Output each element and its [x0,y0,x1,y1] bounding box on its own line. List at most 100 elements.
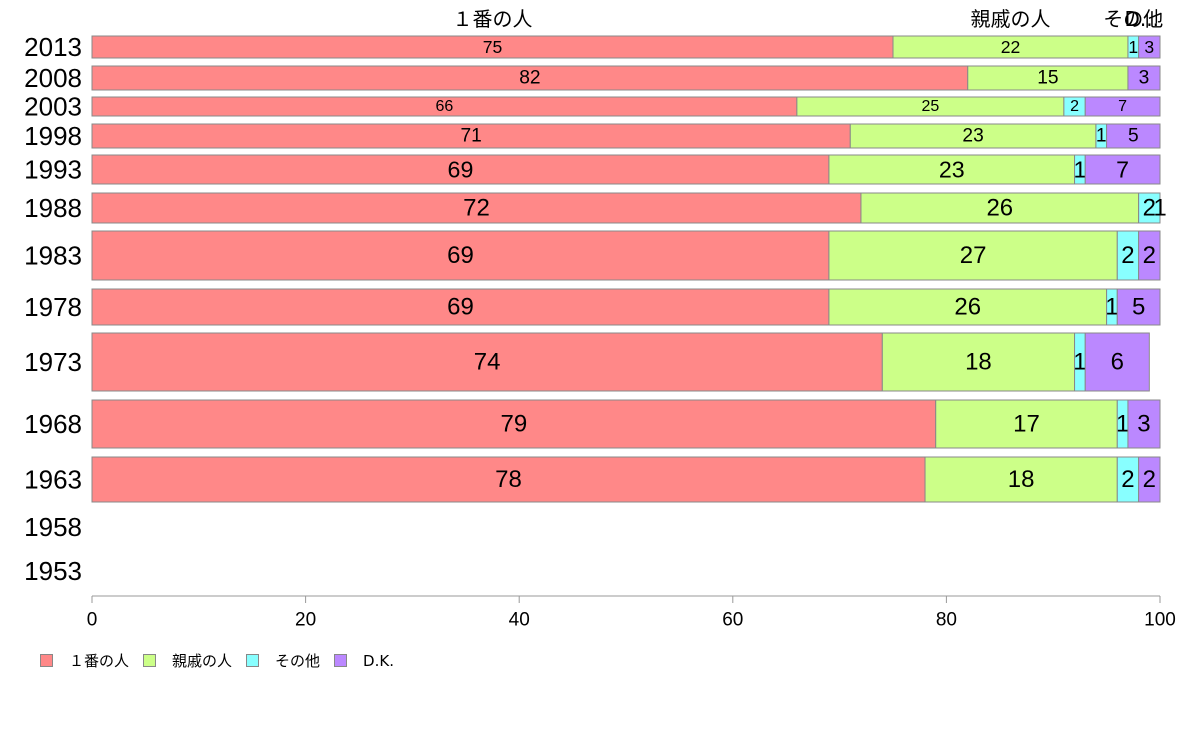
bar-segment [1127,65,1161,91]
segment-header-label: １番の人 [453,7,533,31]
x-tick-label: 0 [87,610,98,631]
data-label: 69 [448,157,474,183]
bar-segment [1084,154,1161,185]
year-label: 1983 [24,241,82,271]
data-label: 7 [1116,157,1129,183]
bar-segment [91,399,937,449]
data-label: 17 [1013,411,1040,438]
year-label: 1953 [24,556,82,586]
data-label: 26 [954,294,981,321]
data-label: 1 [1116,411,1129,438]
legend-swatch [143,654,157,667]
year-label: 1958 [24,512,82,542]
data-label: 7 [1118,98,1127,115]
x-tick-label: 100 [1144,610,1176,631]
data-label: 2 [1143,242,1156,269]
data-label: 27 [960,242,987,269]
year-label: 1963 [24,465,82,495]
data-label: 71 [460,126,481,147]
bar-segment [91,123,851,149]
year-label: 1988 [24,193,82,223]
x-tick-label: 20 [295,610,316,631]
data-label: 66 [436,98,454,115]
year-label: 2008 [24,63,82,93]
data-label: 23 [939,157,965,183]
legend-label: その他 [275,652,321,670]
data-label: 2 [1070,98,1079,115]
data-label: 23 [962,126,983,147]
year-label: 1973 [24,347,82,377]
bar-segment [860,192,1140,224]
year-label: 1998 [24,121,82,151]
bar-segment [1138,456,1161,503]
bar-segment [828,230,1118,281]
bar-segment [1084,332,1150,392]
bar-segment [91,332,883,392]
data-label: 75 [483,37,503,57]
bar-segment [91,192,862,224]
data-label: 18 [1008,466,1035,493]
bar-segment [91,65,969,91]
bar-segment [881,332,1076,392]
segment-header-label: 親戚の人 [970,7,1050,31]
data-label: 1 [1153,195,1166,222]
data-label: 25 [921,98,939,115]
data-label: 26 [986,195,1013,222]
legend-item-other: その他 [246,650,320,671]
data-label: 3 [1137,411,1150,438]
data-label: 69 [447,294,474,321]
data-label: 82 [519,68,540,89]
bar-segment [1127,399,1161,449]
data-label: 69 [447,242,474,269]
segment-header-label: D... [1125,7,1159,31]
year-label: 1993 [24,155,82,185]
bar-segment [91,288,830,326]
data-label: 22 [1001,37,1021,57]
legend-swatch [40,654,53,667]
bar-segment [849,123,1097,149]
data-label: 1 [1105,294,1118,321]
bar-segment [828,154,1076,185]
year-label: 1978 [24,292,82,322]
data-label: 2 [1121,242,1134,269]
year-label: 2003 [24,92,82,122]
legend-item-dk: D.K. [334,652,394,670]
data-label: 5 [1128,126,1139,147]
data-label: 78 [495,466,522,493]
data-label: 74 [474,349,501,376]
bar-segment [1138,192,1161,224]
legend-swatch [334,654,348,667]
legend-label: D.K. [363,651,394,670]
data-label: 79 [501,411,528,438]
x-tick-label: 60 [722,610,743,631]
bar-segment [1116,288,1161,326]
bar-segment [935,399,1118,449]
data-label: 6 [1111,349,1124,376]
legend-label: 親戚の人 [172,652,233,670]
x-axis: 0 20 40 60 80 100 [87,595,1176,631]
bar-segment [1084,96,1161,117]
legend-item-first-person: １番の人 [40,650,129,671]
legend: １番の人 親戚の人 その他 D.K. [40,650,408,671]
data-label: 3 [1139,68,1150,89]
bar-segment [1138,230,1161,281]
year-label: 2013 [24,32,82,62]
data-label: 72 [463,195,490,222]
bar-segment [91,230,830,281]
data-label: 1 [1096,126,1107,147]
legend-item-relative: 親戚の人 [143,650,232,671]
x-tick-label: 80 [936,610,957,631]
bar-segment [1106,123,1161,149]
legend-swatch [246,654,260,667]
legend-label: １番の人 [69,652,130,670]
year-label: 1968 [24,409,82,439]
bar-segment [91,154,830,185]
data-label: 15 [1037,68,1058,89]
data-label: 1 [1073,349,1086,376]
data-label: 2 [1143,195,1156,222]
data-label: 1 [1073,157,1086,183]
bar-segment [1138,35,1161,59]
